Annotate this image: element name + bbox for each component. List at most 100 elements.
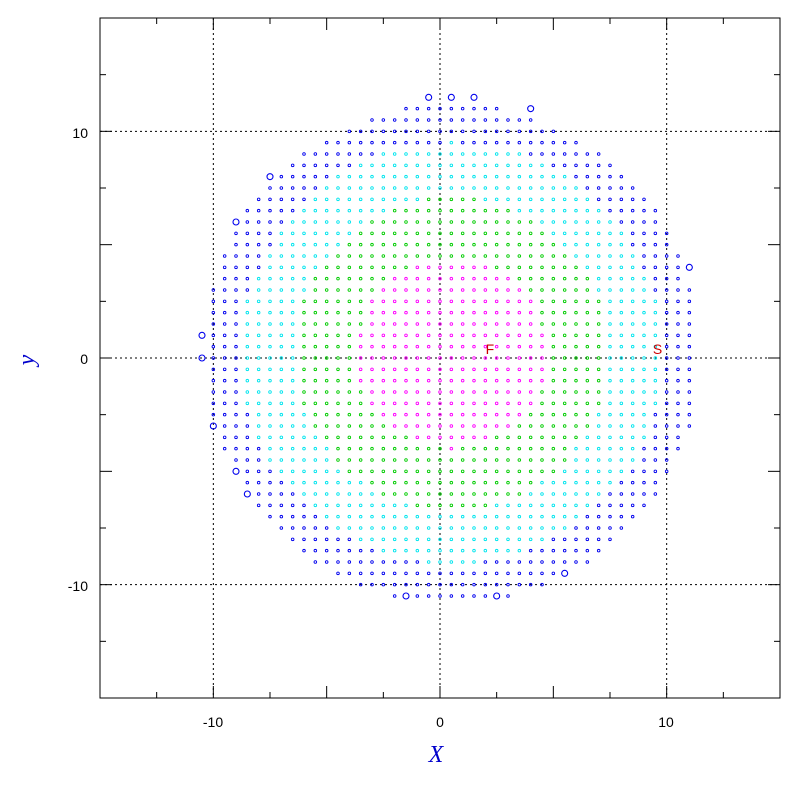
data-point xyxy=(596,514,601,519)
data-point xyxy=(381,367,386,372)
data-point xyxy=(290,537,295,542)
data-point xyxy=(438,526,442,530)
data-point xyxy=(540,548,544,553)
data-point xyxy=(347,254,352,258)
data-point xyxy=(404,106,408,111)
data-point xyxy=(336,310,340,315)
data-point xyxy=(528,242,533,247)
data-point xyxy=(358,378,363,383)
data-point xyxy=(449,140,454,145)
data-point xyxy=(268,310,272,315)
data-point xyxy=(290,299,295,304)
data-point xyxy=(313,242,318,247)
data-point xyxy=(449,118,454,122)
data-point xyxy=(302,548,306,553)
data-point xyxy=(460,163,465,168)
data-point xyxy=(324,299,329,304)
data-point xyxy=(415,344,420,349)
data-point xyxy=(426,129,431,134)
data-point xyxy=(404,446,408,451)
data-point xyxy=(415,492,420,496)
data-point xyxy=(256,401,261,406)
data-point xyxy=(574,401,578,406)
data-point xyxy=(392,129,397,134)
data-point xyxy=(404,197,408,202)
data-point xyxy=(483,220,488,224)
data-point xyxy=(653,469,658,474)
data-point xyxy=(211,378,216,383)
data-point xyxy=(472,186,476,190)
data-point xyxy=(426,242,431,247)
data-point xyxy=(268,288,272,292)
data-point xyxy=(358,152,363,156)
data-point xyxy=(585,446,590,451)
data-point xyxy=(540,480,544,485)
data-point xyxy=(494,140,499,145)
data-point xyxy=(347,220,352,224)
data-point xyxy=(347,333,352,338)
data-point xyxy=(313,446,318,451)
data-point xyxy=(245,299,250,304)
data-point xyxy=(528,220,533,224)
data-point xyxy=(506,197,510,202)
data-point xyxy=(245,322,250,326)
data-point xyxy=(324,548,329,553)
data-point xyxy=(415,594,420,598)
data-point xyxy=(630,367,635,372)
data-point xyxy=(234,367,238,372)
data-point xyxy=(268,446,272,451)
data-point xyxy=(268,503,272,508)
data-point xyxy=(562,514,567,519)
data-point xyxy=(245,458,250,462)
data-point xyxy=(438,310,442,315)
data-point xyxy=(517,378,522,383)
data-point xyxy=(551,208,556,213)
data-point xyxy=(381,231,386,236)
data-point xyxy=(256,242,261,247)
data-point xyxy=(483,424,488,428)
data-point xyxy=(540,220,544,224)
data-point xyxy=(540,367,544,372)
data-point xyxy=(426,458,431,462)
data-point xyxy=(358,231,363,236)
data-point xyxy=(653,254,658,258)
data-point xyxy=(381,163,386,168)
data-point xyxy=(619,424,624,428)
data-point xyxy=(313,424,318,428)
data-point xyxy=(664,356,669,360)
data-point xyxy=(404,231,408,236)
data-point xyxy=(642,480,646,485)
data-point xyxy=(540,333,544,338)
data-point xyxy=(313,503,318,508)
data-point xyxy=(336,208,340,213)
data-point xyxy=(630,424,635,428)
data-point xyxy=(358,480,363,485)
data-point xyxy=(426,344,431,349)
data-point xyxy=(472,197,476,202)
data-point xyxy=(642,208,646,213)
data-point xyxy=(313,220,318,224)
data-point xyxy=(664,458,669,462)
data-point xyxy=(347,390,352,394)
data-point xyxy=(279,390,284,394)
data-point xyxy=(438,220,442,224)
data-point xyxy=(290,322,295,326)
data-point xyxy=(483,390,488,394)
data-point xyxy=(381,118,386,122)
data-point xyxy=(324,480,329,485)
data-point xyxy=(483,367,488,372)
data-point xyxy=(540,571,544,576)
data-point xyxy=(290,480,295,485)
data-point xyxy=(347,469,352,474)
data-point xyxy=(483,412,488,417)
data-point xyxy=(392,118,397,122)
data-point xyxy=(302,469,306,474)
data-point xyxy=(324,186,329,190)
data-point xyxy=(517,344,522,349)
data-point xyxy=(562,390,567,394)
data-point xyxy=(234,265,238,270)
data-point xyxy=(562,265,567,270)
data-point xyxy=(449,412,454,417)
data-point xyxy=(517,480,522,485)
